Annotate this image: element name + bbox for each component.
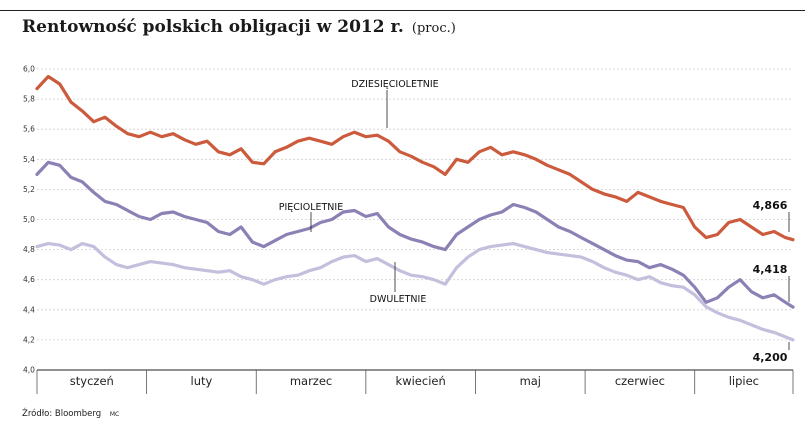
y-tick-label: 4,6 bbox=[23, 275, 35, 284]
top-rule bbox=[0, 10, 805, 11]
series-label: DWULETNIE bbox=[370, 294, 427, 305]
series-label: PIĘCIOLETNIE bbox=[279, 202, 343, 213]
series-label: DZIESIĘCIOLETNIE bbox=[351, 79, 438, 90]
y-tick-label: 4,2 bbox=[23, 335, 35, 344]
end-value-label: 4,866 bbox=[753, 199, 788, 212]
chart-unit: (proc.) bbox=[411, 21, 456, 36]
y-tick-label: 4,4 bbox=[23, 305, 35, 314]
series-line-3 bbox=[35, 242, 795, 342]
source-text: Źródło: Bloomberg bbox=[22, 409, 102, 419]
y-tick-label: 4,8 bbox=[23, 245, 35, 254]
end-value-label: 4,200 bbox=[753, 351, 788, 364]
x-tick-label: kwiecień bbox=[396, 374, 446, 388]
x-tick-label: marzec bbox=[290, 374, 332, 388]
y-tick-label: 5,8 bbox=[23, 95, 35, 104]
y-tick-label: 4,0 bbox=[23, 366, 35, 375]
end-value-label: 4,418 bbox=[753, 263, 788, 276]
author-mark: MC bbox=[109, 411, 120, 418]
x-tick-label: styczeń bbox=[70, 374, 114, 388]
source-note: Źródło: Bloomberg MC bbox=[22, 409, 119, 419]
y-tick-label: 6,0 bbox=[23, 65, 35, 74]
series-line-1 bbox=[35, 74, 795, 242]
series-line-2 bbox=[35, 160, 795, 309]
x-tick-label: maj bbox=[520, 374, 541, 388]
y-tick-label: 5,4 bbox=[23, 155, 35, 164]
y-tick-label: 5,2 bbox=[23, 185, 35, 194]
x-tick-label: czerwiec bbox=[615, 374, 665, 388]
chart-title-text: Rentowność polskich obligacji w 2012 r. bbox=[22, 17, 404, 37]
x-tick-label: luty bbox=[191, 374, 213, 388]
x-tick-label: lipiec bbox=[729, 374, 759, 388]
chart-title: Rentowność polskich obligacji w 2012 r. … bbox=[22, 17, 456, 37]
y-tick-label: 5,6 bbox=[23, 125, 35, 134]
y-tick-label: 5,0 bbox=[23, 215, 35, 224]
